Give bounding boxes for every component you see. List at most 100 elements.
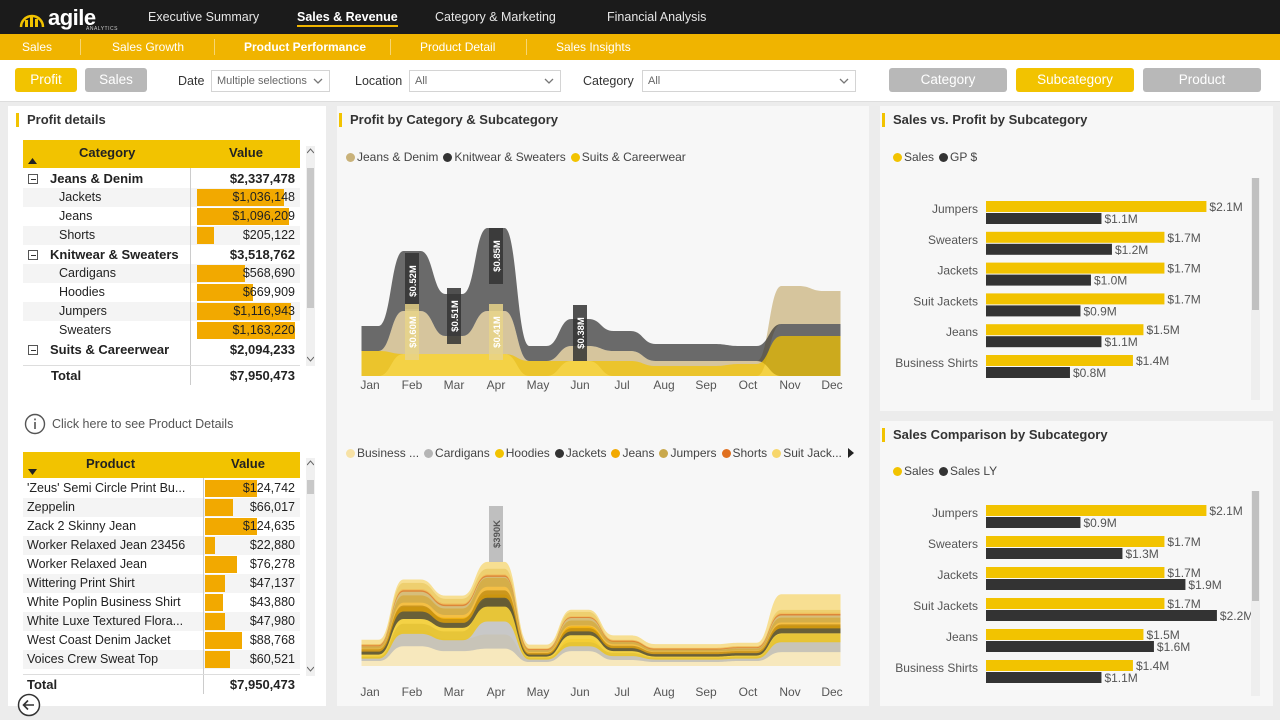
bar[interactable]	[986, 567, 1165, 578]
scrollbar-thumb[interactable]	[1252, 491, 1259, 601]
bar[interactable]	[986, 548, 1123, 559]
ribbon-band[interactable]	[361, 336, 841, 376]
sub-nav-sales-insights[interactable]: Sales Insights	[556, 40, 631, 54]
legend-item[interactable]: GP $	[939, 150, 977, 164]
table-row[interactable]: Worker Relaxed Jean 23456 $22,880	[23, 536, 300, 555]
sub-nav-sales[interactable]: Sales	[22, 40, 53, 54]
category-level-button[interactable]: Category	[889, 68, 1007, 92]
sub-nav-sales-growth[interactable]: Sales Growth	[112, 40, 185, 54]
product-table-scrollbar[interactable]	[306, 458, 315, 676]
bar[interactable]	[986, 355, 1133, 366]
bar[interactable]	[986, 201, 1207, 212]
scroll-down-icon[interactable]	[307, 666, 314, 672]
scrollbar-thumb[interactable]	[307, 480, 314, 494]
collapse-icon[interactable]	[28, 250, 38, 260]
legend-item[interactable]: Shorts	[721, 446, 767, 460]
bar[interactable]	[986, 262, 1165, 274]
scroll-up-icon[interactable]	[307, 148, 314, 154]
ribbon-band[interactable]	[361, 590, 841, 657]
bar[interactable]	[986, 293, 1165, 305]
table-row[interactable]: Wittering Print Shirt $47,137	[23, 574, 300, 593]
ribbon-band[interactable]	[361, 228, 841, 376]
table-row[interactable]: Zack 2 Skinny Jean $124,635	[23, 517, 300, 536]
bar[interactable]	[986, 629, 1144, 640]
sub-nav-product-detail[interactable]: Product Detail	[420, 40, 496, 54]
legend-item[interactable]: Jeans & Denim	[346, 150, 438, 164]
legend-item[interactable]: Sales	[893, 150, 934, 164]
product-level-button[interactable]: Product	[1143, 68, 1261, 92]
table-row[interactable]: 'Zeus' Semi Circle Print Bu... $124,742	[23, 479, 300, 498]
ribbon-band[interactable]	[361, 594, 841, 660]
location-filter-select[interactable]: All	[409, 70, 561, 92]
legend-item[interactable]: Sales	[893, 464, 934, 478]
column-header-value[interactable]: Value	[231, 456, 265, 471]
sub-nav-product-performance[interactable]: Product Performance	[244, 40, 367, 54]
sort-caret-icon[interactable]	[28, 158, 37, 164]
profit-toggle-button[interactable]: Profit	[15, 68, 77, 92]
legend-item[interactable]: Suits & Careerwear	[570, 150, 686, 164]
column-header-product[interactable]: Product	[86, 456, 136, 471]
table-scrollbar[interactable]	[306, 146, 315, 366]
bar[interactable]	[986, 274, 1091, 286]
sort-caret-icon[interactable]	[28, 469, 37, 475]
bar[interactable]	[986, 610, 1217, 621]
top-nav-sales-revenue[interactable]: Sales & Revenue	[297, 0, 398, 34]
bar[interactable]	[986, 579, 1186, 590]
ribbon-band[interactable]	[361, 577, 841, 655]
legend-item[interactable]: Suit Jack...	[772, 446, 842, 460]
table-row[interactable]: West Coast Denim Jacket $88,768	[23, 631, 300, 650]
table-row[interactable]: Voices Crew Sweat Top $60,521	[23, 650, 300, 669]
table-row[interactable]: Shorts $205,122	[23, 226, 300, 245]
collapse-icon[interactable]	[28, 174, 38, 184]
table-row[interactable]: White Poplin Business Shirt $43,880	[23, 593, 300, 612]
bar[interactable]	[986, 231, 1165, 243]
bar[interactable]	[986, 517, 1081, 528]
table-row[interactable]: Knitwear & Sweaters $3,518,762	[23, 245, 300, 264]
chart-scrollbar[interactable]	[1251, 178, 1260, 400]
table-row[interactable]: Cardigans $568,690	[23, 264, 300, 283]
top-nav-category-marketing[interactable]: Category & Marketing	[435, 10, 556, 24]
bar[interactable]	[986, 305, 1081, 317]
app-logo[interactable]: agile ANALYTICS	[18, 4, 128, 32]
legend-item[interactable]: Hoodies	[494, 446, 550, 460]
column-header-value[interactable]: Value	[229, 145, 263, 160]
table-row[interactable]: Sweaters $1,163,220	[23, 321, 300, 340]
scroll-down-icon[interactable]	[307, 356, 314, 362]
table-row[interactable]: Jumpers $1,116,943	[23, 302, 300, 321]
scrollbar-thumb[interactable]	[1252, 178, 1259, 310]
scroll-up-icon[interactable]	[307, 460, 314, 466]
bar[interactable]	[986, 598, 1165, 609]
table-row[interactable]: Hoodies $669,909	[23, 283, 300, 302]
bar[interactable]	[986, 336, 1102, 348]
table-row[interactable]: Zeppelin $66,017	[23, 498, 300, 517]
table-row[interactable]: Worker Relaxed Jean $76,278	[23, 555, 300, 574]
legend-item[interactable]: Sales LY	[939, 464, 997, 478]
date-filter-select[interactable]: Multiple selections	[211, 70, 330, 92]
legend-item[interactable]: Cardigans	[424, 446, 490, 460]
chart-scrollbar[interactable]	[1251, 491, 1260, 696]
bar[interactable]	[986, 324, 1144, 336]
legend-item[interactable]: Business ...	[346, 446, 419, 460]
ribbon-band[interactable]	[361, 568, 841, 653]
back-arrow-icon[interactable]	[17, 693, 41, 717]
subcategory-level-button[interactable]: Subcategory	[1016, 68, 1134, 92]
collapse-icon[interactable]	[28, 345, 38, 355]
column-header-category[interactable]: Category	[79, 145, 136, 160]
legend-next-arrow-icon[interactable]	[847, 448, 855, 458]
legend-item[interactable]: Knitwear & Sweaters	[443, 150, 566, 164]
bar[interactable]	[986, 367, 1070, 378]
ribbon-band[interactable]	[361, 286, 841, 376]
legend-item[interactable]: Jeans	[611, 446, 654, 460]
table-row[interactable]: Suits & Careerwear $2,094,233	[23, 340, 300, 359]
table-row[interactable]: Jeans $1,096,209	[23, 207, 300, 226]
bar[interactable]	[986, 641, 1154, 652]
category-filter-select[interactable]: All	[642, 70, 856, 92]
legend-item[interactable]: Jackets	[554, 446, 606, 460]
table-row[interactable]: White Luxe Textured Flora... $47,980	[23, 612, 300, 631]
top-nav-financial-analysis[interactable]: Financial Analysis	[607, 10, 707, 24]
bar[interactable]	[986, 213, 1102, 224]
bar[interactable]	[986, 505, 1207, 516]
legend-item[interactable]: Jumpers	[659, 446, 717, 460]
table-row[interactable]: Jeans & Denim $2,337,478	[23, 169, 300, 188]
table-row[interactable]: Jackets $1,036,148	[23, 188, 300, 207]
